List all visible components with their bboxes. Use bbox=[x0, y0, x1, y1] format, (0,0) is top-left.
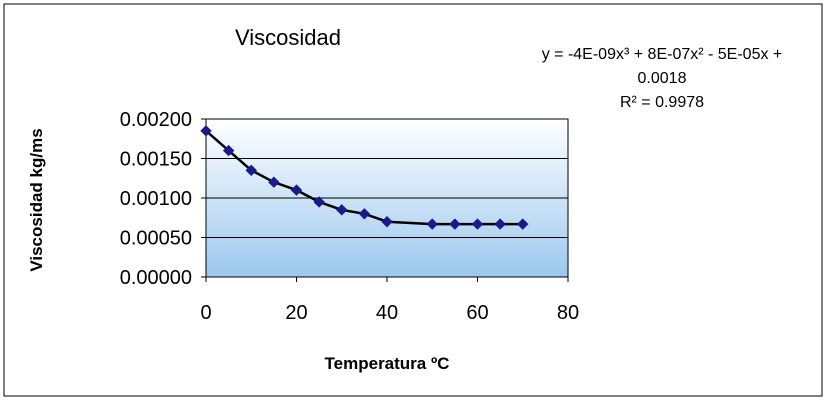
data-point bbox=[471, 218, 484, 230]
x-tick-label: 60 bbox=[466, 302, 488, 324]
y-tick-label: 0.00150 bbox=[120, 149, 192, 171]
y-axis-label: Viscosidad kg/ms bbox=[27, 128, 46, 271]
data-point bbox=[381, 215, 393, 228]
y-axis-ticks: 0.00000 0.00050 0.00100 0.00150 0.00200 bbox=[120, 109, 206, 289]
trendline-equation-line2: 0.0018 bbox=[638, 70, 687, 87]
chart-title: Viscosidad bbox=[235, 25, 341, 50]
data-point bbox=[449, 218, 461, 230]
y-tick-label: 0.00050 bbox=[120, 228, 192, 250]
x-tick-label: 20 bbox=[285, 302, 307, 324]
data-point bbox=[290, 184, 303, 196]
data-point bbox=[426, 218, 438, 230]
data-point bbox=[268, 176, 280, 188]
data-point bbox=[313, 196, 325, 208]
data-markers bbox=[200, 125, 529, 230]
data-point bbox=[517, 218, 529, 230]
data-point bbox=[245, 164, 257, 177]
trendline-equation-line1: y = -4E-09x³ + 8E-07x² - 5E-05x + bbox=[542, 46, 783, 63]
x-tick-label: 0 bbox=[200, 302, 211, 324]
y-tick-label: 0.00100 bbox=[120, 188, 192, 210]
data-point bbox=[494, 218, 506, 230]
x-axis-ticks: 0 20 40 60 80 bbox=[200, 277, 579, 324]
data-point bbox=[336, 204, 348, 216]
data-point bbox=[358, 208, 371, 220]
trendline-r-squared: R² = 0.9978 bbox=[620, 94, 704, 111]
x-tick-label: 40 bbox=[376, 302, 398, 324]
data-point bbox=[222, 144, 235, 157]
x-tick-label: 80 bbox=[557, 302, 579, 324]
y-tick-label: 0.00200 bbox=[120, 109, 192, 131]
gridlines bbox=[206, 158, 568, 238]
data-point bbox=[200, 125, 212, 137]
y-tick-label: 0.00000 bbox=[120, 267, 192, 289]
x-axis-label: Temperatura ºC bbox=[325, 354, 450, 373]
